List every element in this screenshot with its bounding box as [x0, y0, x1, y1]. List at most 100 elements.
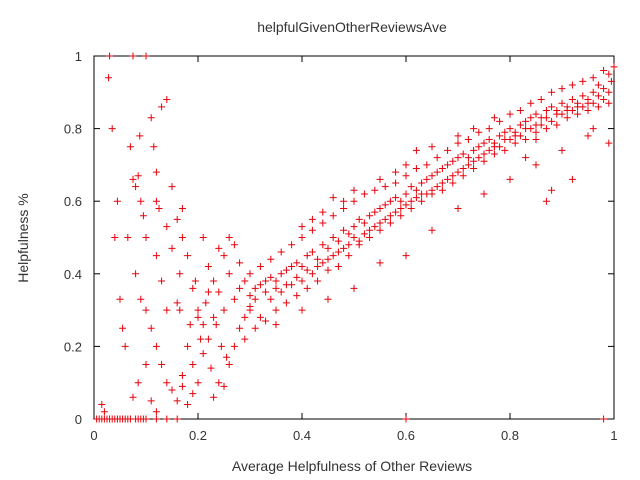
data-point	[142, 306, 150, 314]
data-point	[256, 281, 264, 289]
data-point	[277, 288, 285, 296]
data-point	[371, 223, 379, 231]
data-point	[241, 277, 249, 285]
y-tick-label: 0	[75, 412, 82, 427]
data-point	[129, 52, 137, 60]
data-point	[366, 234, 374, 241]
plot-frame	[93, 55, 615, 420]
data-point	[433, 168, 441, 176]
x-tick-label: 0.6	[397, 428, 415, 443]
data-point	[568, 96, 576, 104]
data-point	[121, 342, 129, 350]
data-point	[470, 157, 478, 165]
data-point	[574, 103, 582, 111]
data-point	[152, 408, 160, 416]
data-point	[392, 208, 400, 216]
data-point	[173, 299, 181, 307]
data-point	[480, 150, 488, 158]
data-point	[600, 415, 608, 423]
data-point	[105, 74, 113, 82]
data-point	[542, 114, 550, 122]
y-tick-label: 0.4	[64, 267, 82, 282]
y-tick-label: 0.2	[64, 339, 82, 354]
data-point	[433, 154, 441, 162]
data-point	[563, 106, 571, 114]
data-point	[355, 215, 363, 223]
data-point	[236, 324, 244, 332]
data-point	[527, 99, 535, 107]
data-point	[329, 212, 337, 220]
x-tick-label: 0.8	[501, 428, 519, 443]
data-point	[126, 143, 134, 151]
data-point	[454, 154, 462, 162]
data-point	[293, 273, 301, 281]
data-point	[230, 241, 238, 249]
data-point	[376, 175, 384, 183]
data-point	[568, 81, 576, 89]
data-point	[134, 379, 142, 387]
data-point	[163, 223, 171, 231]
data-point	[251, 284, 259, 292]
data-point	[178, 234, 186, 241]
data-point	[119, 324, 127, 332]
data-point	[516, 106, 524, 114]
data-point	[191, 277, 199, 285]
data-point	[360, 219, 368, 227]
data-point	[589, 125, 597, 133]
data-point	[532, 128, 540, 136]
data-point	[324, 295, 332, 303]
data-point	[464, 135, 472, 143]
data-point	[220, 252, 228, 260]
data-point	[215, 288, 223, 296]
data-point	[402, 172, 410, 180]
data-point	[334, 248, 342, 256]
data-point	[480, 157, 488, 165]
data-point	[168, 244, 176, 252]
data-point	[522, 125, 530, 133]
data-point	[490, 114, 498, 122]
data-point	[511, 139, 519, 147]
data-point	[548, 103, 556, 111]
data-point	[428, 143, 436, 151]
data-point	[225, 361, 233, 369]
data-point	[262, 288, 270, 296]
data-point	[386, 197, 394, 205]
data-point	[298, 277, 306, 285]
data-point	[142, 234, 150, 241]
data-point	[444, 146, 452, 154]
data-point	[282, 281, 290, 289]
data-point	[184, 400, 192, 408]
data-point	[423, 175, 431, 183]
data-point	[340, 244, 348, 252]
data-point	[433, 183, 441, 191]
data-point	[376, 204, 384, 212]
data-point	[225, 270, 233, 278]
data-point	[324, 244, 332, 252]
data-point	[116, 295, 124, 303]
data-point	[402, 161, 410, 169]
data-point	[267, 295, 275, 303]
data-point	[142, 415, 150, 423]
data-point	[605, 99, 613, 107]
data-point	[548, 186, 556, 194]
data-point	[111, 234, 119, 241]
x-tick-label: 0	[90, 428, 97, 443]
data-point	[496, 132, 504, 140]
data-point	[220, 382, 228, 390]
data-point	[371, 186, 379, 194]
data-point	[407, 183, 415, 191]
data-point	[418, 197, 426, 205]
data-point	[210, 313, 218, 321]
data-point	[189, 390, 197, 398]
data-point	[423, 161, 431, 169]
data-point	[184, 342, 192, 350]
data-point	[225, 234, 233, 241]
data-point	[262, 317, 270, 325]
data-point	[532, 121, 540, 129]
data-point	[308, 215, 316, 223]
data-point	[506, 175, 514, 183]
data-point	[230, 342, 238, 350]
data-point	[407, 204, 415, 212]
data-point	[202, 299, 210, 307]
data-point	[217, 342, 225, 350]
